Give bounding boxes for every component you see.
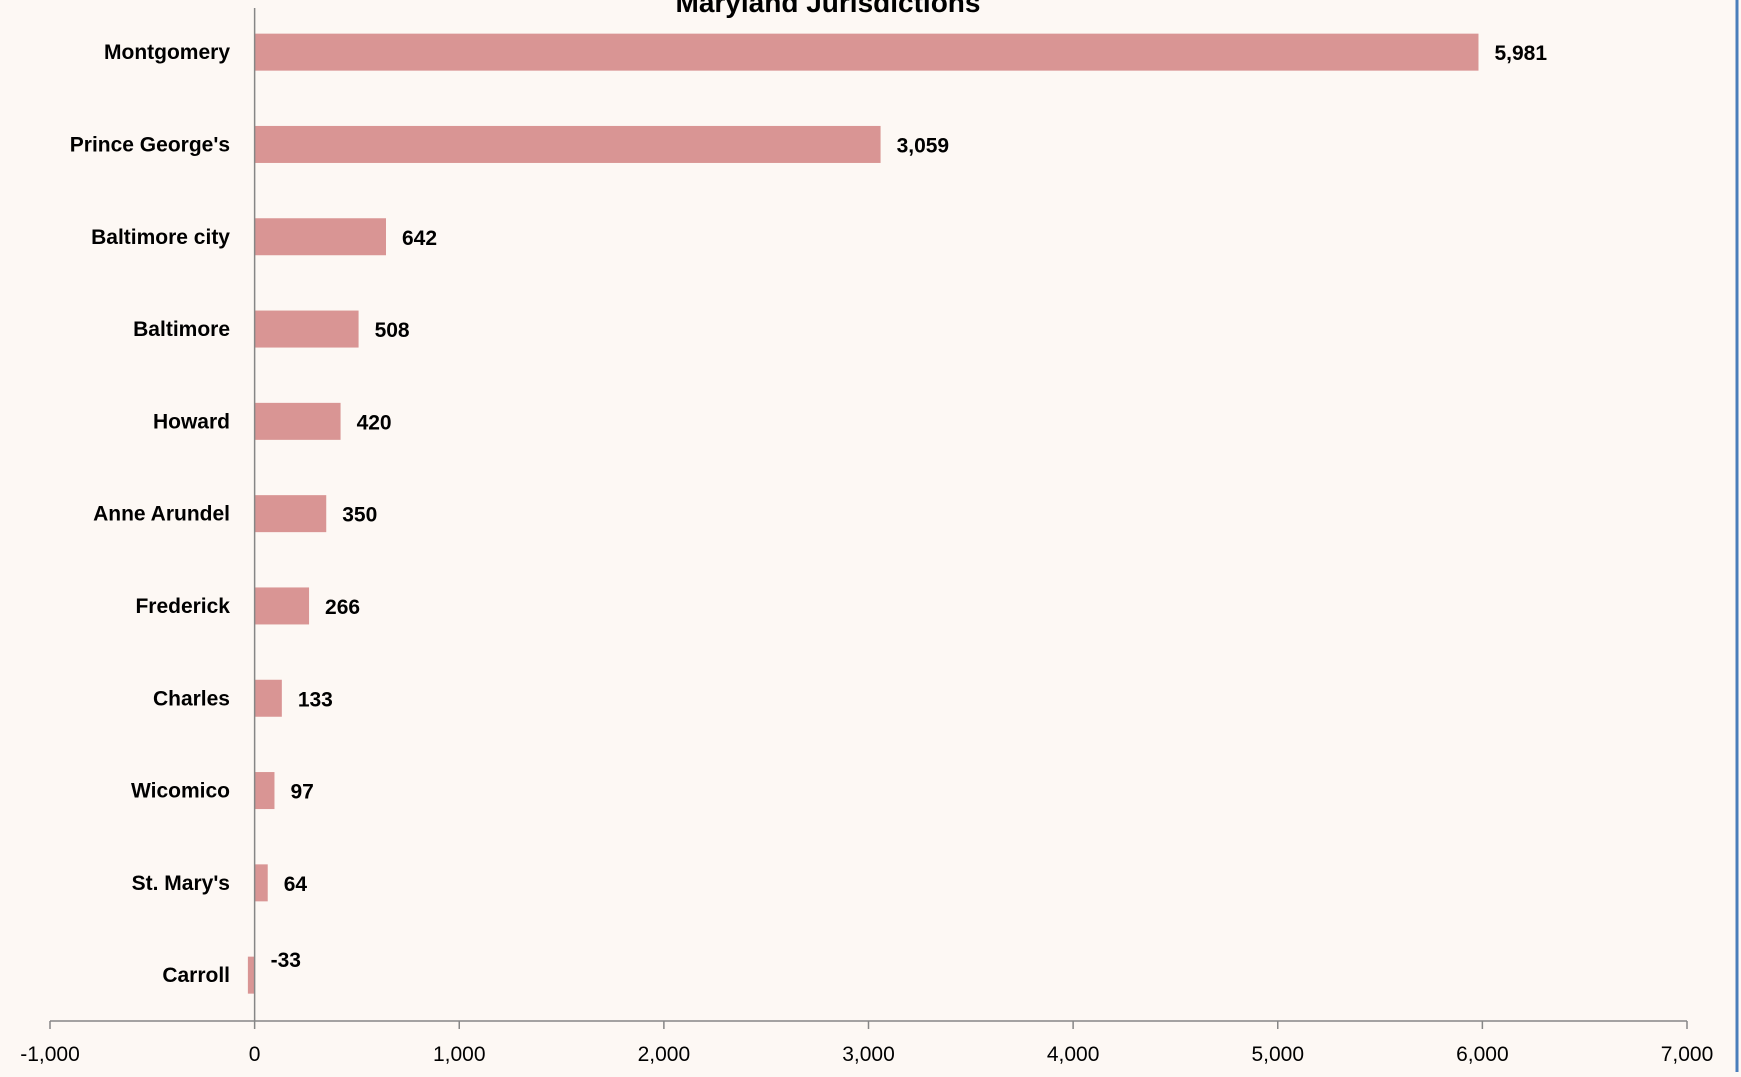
bar	[254, 864, 268, 902]
bars-layer	[247, 33, 1479, 994]
labels-layer: Montgomery 5,981 Prince George's 3,059 Balti…	[70, 41, 1548, 987]
tick-label: -1,000	[20, 1043, 80, 1066]
bar	[254, 218, 386, 256]
axis-layer: -1,000 0 1,000 2,000 3,000 4,000 5,000 6,000 7,0…	[20, 8, 1713, 1066]
data-label: 350	[342, 504, 377, 527]
data-label: 420	[357, 411, 392, 434]
data-label: 97	[290, 781, 313, 804]
category-label: Anne Arundel	[93, 503, 230, 526]
bar	[254, 679, 282, 717]
category-label: Baltimore city	[91, 226, 230, 249]
bar	[254, 310, 359, 348]
category-label: Montgomery	[104, 41, 230, 64]
data-label: 5,981	[1494, 42, 1547, 65]
category-label: Carroll	[162, 964, 230, 987]
tick-label: 2,000	[638, 1043, 691, 1066]
chart-title: Maryland Jurisdictions	[676, 0, 981, 18]
tick-label: 6,000	[1456, 1043, 1509, 1066]
tick-label: 1,000	[433, 1043, 486, 1066]
data-label: 133	[298, 688, 333, 711]
bar	[254, 587, 310, 625]
data-label: -33	[271, 949, 301, 972]
bar	[254, 402, 341, 440]
tick-label: 7,000	[1661, 1043, 1714, 1066]
bar	[254, 125, 881, 163]
category-label: Frederick	[135, 595, 230, 618]
bar	[254, 33, 1479, 71]
category-label: Wicomico	[131, 780, 230, 803]
data-label: 508	[375, 319, 410, 342]
category-label: Howard	[153, 410, 230, 433]
tick-label: 3,000	[842, 1043, 895, 1066]
category-label: Charles	[153, 687, 230, 710]
category-label: St. Mary's	[132, 872, 230, 895]
bar	[254, 772, 275, 810]
category-label: Prince George's	[70, 133, 230, 156]
bar	[254, 495, 327, 533]
data-label: 266	[325, 596, 360, 619]
category-label: Baltimore	[133, 318, 230, 341]
bar	[247, 956, 255, 994]
data-label: 642	[402, 227, 437, 250]
data-label: 64	[284, 873, 308, 896]
tick-label: 5,000	[1251, 1043, 1304, 1066]
data-label: 3,059	[897, 134, 950, 157]
tick-label: 4,000	[1047, 1043, 1100, 1066]
tick-label: 0	[249, 1043, 261, 1066]
